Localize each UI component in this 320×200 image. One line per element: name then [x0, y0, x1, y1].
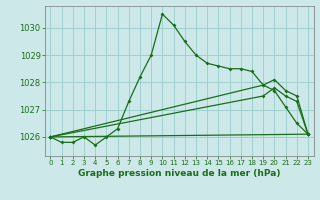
X-axis label: Graphe pression niveau de la mer (hPa): Graphe pression niveau de la mer (hPa) [78, 169, 280, 178]
